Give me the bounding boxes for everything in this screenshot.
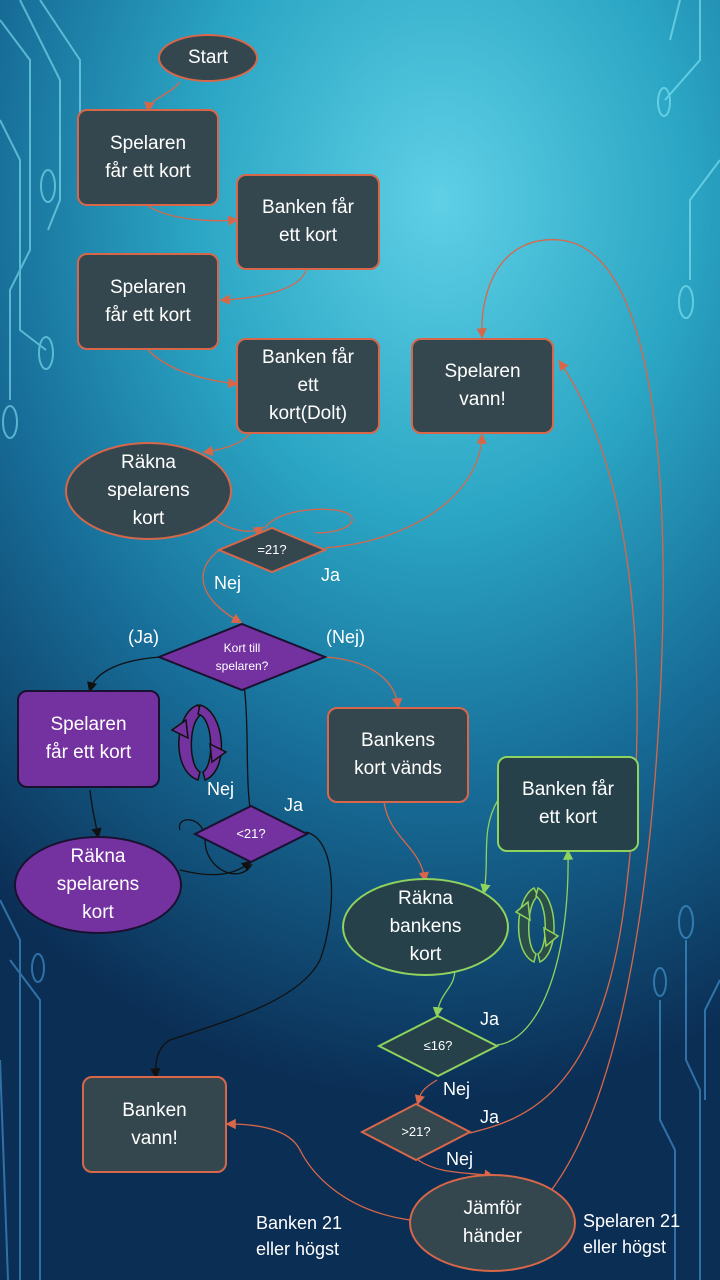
compare-hands-node: Jämför händer (409, 1174, 576, 1272)
decision-eq21-shape (216, 526, 328, 574)
edge-player1-bank1 (147, 205, 239, 226)
decision-le16-text: ≤16? (423, 1038, 453, 1053)
decision-le16-shape (376, 1014, 500, 1078)
decision-gt21-text: >21? (401, 1124, 431, 1139)
bank-gets-hidden-card-node: Banken får ett kort(Dolt) (236, 338, 380, 434)
edge-cardtoplayer-bankturned (324, 656, 403, 709)
edge-eq21-loop (264, 508, 353, 534)
start-node: Start (158, 34, 258, 82)
label-ja-lt21: Ja (284, 795, 304, 815)
edge-bankhidden-count1 (202, 433, 251, 457)
player-gets-card-node-2: Spelaren får ett kort (77, 253, 219, 350)
decision-card-to-player-shape (156, 622, 328, 692)
edge-eq21-cardtoplayer (202, 547, 243, 624)
edge-bankturned-countbank (383, 801, 430, 883)
edge-compare-playerwon (476, 239, 664, 1193)
bank-gets-card-loop-node: Banken får ett kort (497, 756, 639, 852)
edge-playerloop-count2 (89, 789, 102, 839)
bank-gets-card-node-1: Banken får ett kort (236, 174, 380, 270)
label-nej-gt21: Nej (446, 1149, 474, 1169)
label-ja-eq21: Ja (321, 565, 341, 585)
label-nej-lt21: Nej (207, 779, 235, 799)
player-won-node: Spelaren vann! (411, 338, 554, 434)
edge-bank1-player2 (219, 269, 307, 305)
edge-bankloop-countbank (480, 799, 499, 895)
edge-le16-bankloop (496, 849, 574, 1046)
decision-lt21-text: <21? (236, 826, 266, 841)
count-bank-cards-node: Räkna bankens kort (342, 878, 509, 976)
label-nej-paren: (Nej) (326, 627, 365, 647)
loop-icon-purple (170, 704, 228, 782)
label-nej-eq21: Nej (214, 573, 242, 593)
loop-icon-green (514, 886, 560, 964)
count-player-cards-node-1: Räkna spelarens kort (65, 442, 232, 540)
count-player-cards-node-2: Räkna spelarens kort (14, 836, 182, 934)
edge-compare-bankwon (225, 1118, 411, 1221)
label-player-21-or-highest: Spelaren 21 eller högst (583, 1211, 681, 1257)
label-ja-le16: Ja (480, 1009, 500, 1029)
player-gets-card-loop-node: Spelaren får ett kort (17, 690, 160, 788)
label-nej-le16: Nej (443, 1079, 471, 1099)
label-bank-21-or-highest: Banken 21 eller högst (256, 1213, 343, 1259)
edge-gt21-playerwon (469, 359, 638, 1134)
decision-gt21-shape (359, 1102, 473, 1162)
edge-player2-bankhidden (147, 349, 239, 389)
decision-lt21-shape (192, 804, 310, 864)
edge-lt21-bankwon (150, 831, 333, 1079)
edge-cardtoplayer-playerloop (87, 656, 161, 693)
label-ja-gt21: Ja (480, 1107, 500, 1127)
bank-won-node: Banken vann! (82, 1076, 227, 1173)
player-gets-card-node-1: Spelaren får ett kort (77, 109, 219, 206)
edge-le16-gt21 (414, 1079, 438, 1106)
decision-card-to-player-text: Kort till spelaren? (215, 641, 269, 673)
label-ja-paren: (Ja) (128, 627, 159, 647)
edge-count2-lt21 (179, 860, 252, 876)
decision-eq21-text: =21? (257, 542, 287, 557)
edge-eq21-playerwon (324, 433, 487, 549)
edge-start-player1 (144, 81, 181, 113)
bank-card-turned-node: Bankens kort vänds (327, 707, 469, 803)
